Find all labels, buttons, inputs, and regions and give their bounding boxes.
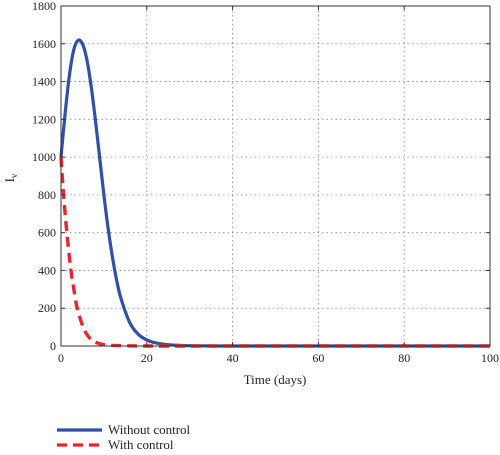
y-tick-label: 1200 bbox=[32, 112, 56, 126]
plot-background bbox=[61, 6, 490, 346]
y-tick-label: 600 bbox=[38, 226, 56, 240]
y-tick-label: 0 bbox=[50, 339, 56, 353]
legend-label: With control bbox=[108, 437, 174, 452]
y-tick-label: 1600 bbox=[32, 37, 56, 51]
y-axis-title: Iv bbox=[2, 173, 19, 182]
series-line-with-control bbox=[59, 156, 490, 348]
y-tick-label: 1000 bbox=[32, 150, 56, 164]
x-tick-label: 80 bbox=[398, 351, 410, 365]
y-tick-label: 400 bbox=[38, 263, 56, 277]
y-tick-label: 1400 bbox=[32, 75, 56, 89]
ticks: 0 20 40 60 80 1000200400600800100012001400160… bbox=[32, 0, 499, 365]
y-axis-title-main: I bbox=[2, 178, 17, 182]
y-tick-label: 200 bbox=[38, 301, 56, 315]
x-tick-label: 100 bbox=[481, 351, 499, 365]
x-tick-label: 60 bbox=[312, 351, 324, 365]
y-axis-title-subscript: v bbox=[9, 173, 19, 178]
y-tick-label: 1800 bbox=[32, 0, 56, 13]
x-tick-label: 20 bbox=[141, 351, 153, 365]
y-tick-label: 800 bbox=[38, 188, 56, 202]
x-axis-title: Time (days) bbox=[244, 372, 307, 387]
legend-label: Without control bbox=[108, 422, 191, 437]
plot-frame bbox=[60, 5, 491, 347]
x-tick-label: 0 bbox=[58, 351, 64, 365]
x-tick-label: 40 bbox=[227, 351, 239, 365]
